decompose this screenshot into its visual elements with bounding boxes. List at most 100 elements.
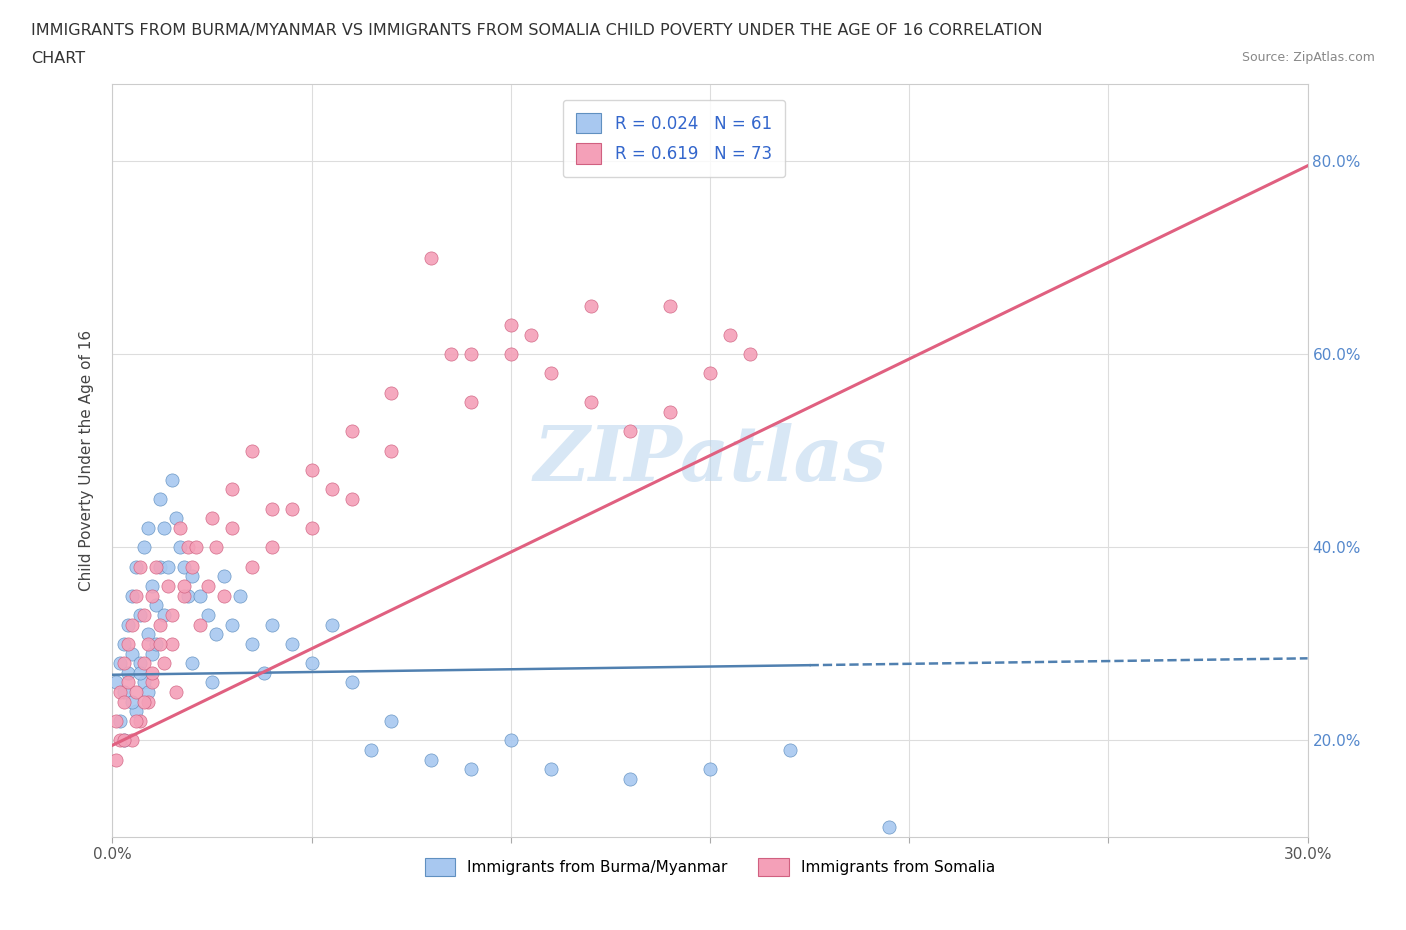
Point: [165, 511, 187, 525]
Point: [659, 405, 682, 419]
Point: [114, 684, 135, 699]
Point: [129, 656, 152, 671]
Point: [380, 385, 402, 400]
Point: [138, 695, 160, 710]
Point: [138, 636, 160, 651]
Point: [165, 684, 187, 699]
Point: [420, 752, 443, 767]
Point: [153, 521, 176, 536]
Point: [579, 299, 602, 313]
Point: [173, 578, 195, 593]
Point: [121, 618, 143, 632]
Point: [380, 713, 402, 728]
Point: [240, 559, 263, 574]
Point: [169, 521, 191, 536]
Point: [197, 578, 219, 593]
Point: [186, 539, 208, 554]
Point: [201, 511, 224, 525]
Point: [579, 395, 602, 410]
Point: [173, 588, 195, 603]
Point: [440, 347, 463, 362]
Point: [499, 733, 522, 748]
Point: [117, 636, 139, 651]
Point: [134, 607, 156, 622]
Point: [260, 539, 283, 554]
Point: [779, 743, 801, 758]
Point: [110, 656, 132, 671]
Point: [121, 588, 143, 603]
Point: [240, 444, 263, 458]
Point: [212, 588, 235, 603]
Point: [162, 607, 183, 622]
Point: [360, 743, 382, 758]
Point: [141, 675, 163, 690]
Point: [181, 656, 204, 671]
Point: [117, 675, 139, 690]
Point: [879, 820, 901, 835]
Point: [121, 733, 143, 748]
Point: [301, 462, 323, 477]
Point: [105, 752, 128, 767]
Point: [134, 675, 156, 690]
Point: [205, 627, 228, 642]
Point: [699, 366, 721, 381]
Point: [134, 695, 156, 710]
Point: [145, 559, 167, 574]
Point: [177, 588, 200, 603]
Point: [134, 656, 156, 671]
Point: [659, 299, 682, 313]
Point: [141, 588, 163, 603]
Point: [153, 607, 176, 622]
Point: [114, 656, 135, 671]
Point: [149, 559, 172, 574]
Point: [221, 482, 243, 497]
Text: ZIPatlas: ZIPatlas: [533, 423, 887, 498]
Point: [499, 318, 522, 333]
Point: [240, 636, 263, 651]
Point: [301, 656, 323, 671]
Point: [138, 684, 160, 699]
Point: [540, 366, 562, 381]
Point: [260, 618, 283, 632]
Point: [125, 713, 148, 728]
Point: [173, 559, 195, 574]
Point: [129, 665, 152, 680]
Point: [138, 627, 160, 642]
Point: [153, 656, 176, 671]
Point: [141, 646, 163, 661]
Point: [129, 559, 152, 574]
Point: [340, 424, 363, 439]
Point: [149, 492, 172, 507]
Point: [181, 559, 204, 574]
Point: [134, 539, 156, 554]
Point: [205, 539, 228, 554]
Point: [197, 607, 219, 622]
Point: [619, 772, 641, 787]
Point: [619, 424, 641, 439]
Point: [253, 665, 276, 680]
Point: [460, 347, 482, 362]
Text: IMMIGRANTS FROM BURMA/MYANMAR VS IMMIGRANTS FROM SOMALIA CHILD POVERTY UNDER THE: IMMIGRANTS FROM BURMA/MYANMAR VS IMMIGRA…: [31, 23, 1042, 38]
Point: [125, 684, 148, 699]
Point: [105, 713, 128, 728]
Point: [110, 684, 132, 699]
Point: [162, 472, 183, 487]
Point: [121, 646, 143, 661]
Point: [141, 578, 163, 593]
Point: [157, 578, 180, 593]
Point: [340, 492, 363, 507]
Point: [129, 607, 152, 622]
Point: [117, 618, 139, 632]
Point: [301, 521, 323, 536]
Point: [499, 347, 522, 362]
Point: [540, 762, 562, 777]
Point: [125, 704, 148, 719]
Point: [201, 675, 224, 690]
Point: [141, 665, 163, 680]
Point: [145, 598, 167, 613]
Y-axis label: Child Poverty Under the Age of 16: Child Poverty Under the Age of 16: [79, 330, 94, 591]
Point: [149, 636, 172, 651]
Point: [260, 501, 283, 516]
Point: [121, 695, 143, 710]
Point: [181, 569, 204, 584]
